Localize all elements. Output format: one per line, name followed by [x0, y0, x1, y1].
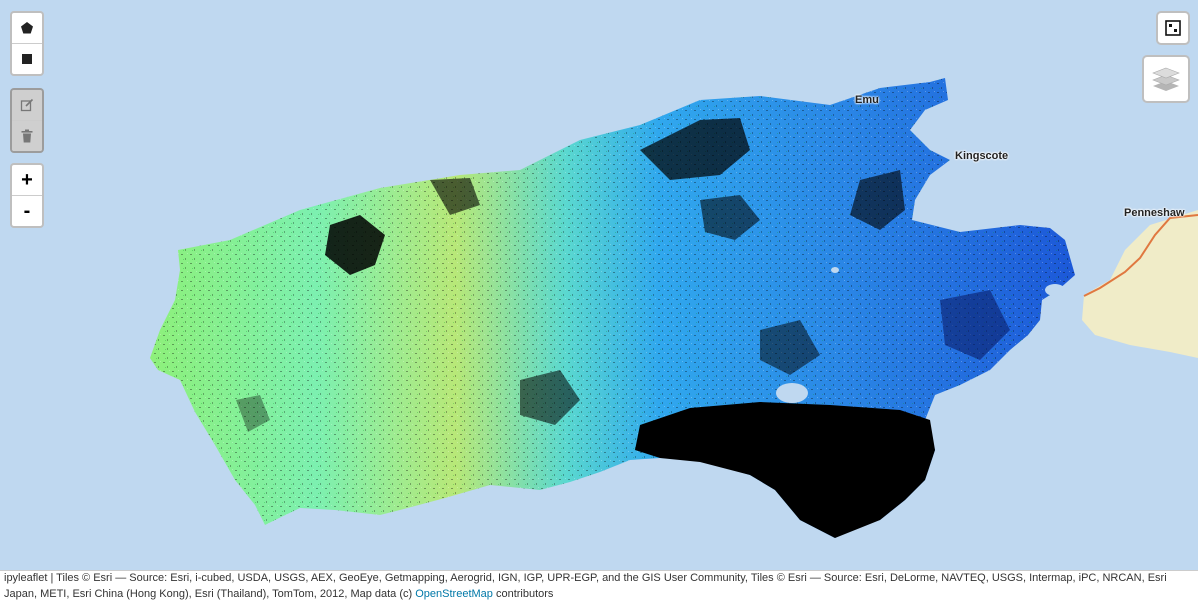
draw-polygon-button[interactable] — [12, 13, 42, 44]
island-raster-layer — [150, 78, 1198, 538]
openstreetmap-link[interactable]: OpenStreetMap — [415, 588, 493, 600]
map-canvas[interactable]: Emu Kingscote Penneshaw + - — [0, 0, 1198, 571]
place-label-penneshaw: Penneshaw — [1124, 207, 1185, 219]
trash-icon — [21, 129, 33, 143]
mainland-area — [1082, 210, 1198, 358]
fullscreen-button[interactable] — [1156, 11, 1190, 45]
draw-toolbar — [10, 11, 44, 76]
zoom-in-button[interactable]: + — [12, 165, 42, 196]
rectangle-icon — [22, 54, 32, 64]
attribution-text: ipyleaflet | Tiles © Esri — Source: Esri… — [4, 572, 1167, 600]
edit-icon — [20, 98, 34, 112]
zoom-out-button[interactable]: - — [23, 199, 31, 222]
place-label-emu: Emu — [855, 94, 879, 106]
zoom-control: + - — [10, 163, 44, 228]
fullscreen-icon — [1165, 20, 1181, 36]
delete-layers-button[interactable] — [12, 121, 42, 151]
place-label-kingscote: Kingscote — [955, 150, 1009, 162]
road-line — [1083, 214, 1198, 297]
draw-rectangle-button[interactable] — [12, 44, 42, 74]
edit-toolbar — [10, 88, 44, 153]
polygon-icon — [21, 22, 33, 34]
attribution-suffix: contributors — [492, 588, 554, 600]
layers-icon — [1152, 67, 1180, 91]
map-attribution: ipyleaflet | Tiles © Esri — Source: Esri… — [0, 570, 1198, 602]
edit-layers-button[interactable] — [12, 90, 42, 121]
layers-control-button[interactable] — [1142, 55, 1190, 103]
nodata-region — [635, 402, 935, 538]
